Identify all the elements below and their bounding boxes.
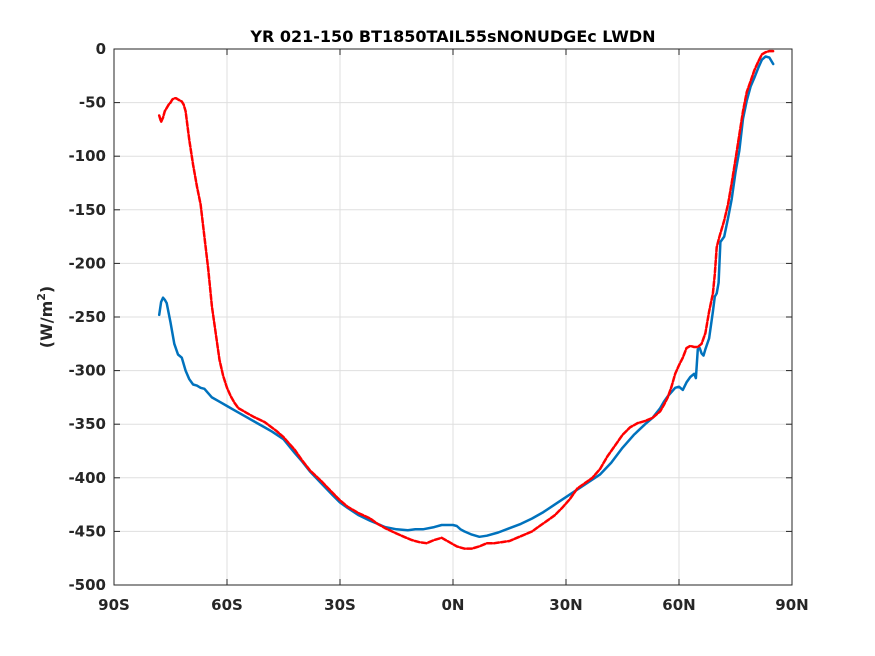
y-axis-label-close: ) bbox=[37, 286, 56, 293]
x-tick-label: 30S bbox=[324, 596, 356, 614]
y-axis-label: (W/m2) bbox=[35, 286, 56, 348]
y-axis-label-main: (W/m bbox=[37, 301, 56, 348]
y-tick-label: -150 bbox=[68, 201, 106, 219]
x-tick-label: 60N bbox=[662, 596, 695, 614]
x-tick-labels: 90S 60S 30S 0N 30N 60N 90N bbox=[98, 596, 809, 614]
x-tick-label: 30N bbox=[549, 596, 582, 614]
y-tick-label: -100 bbox=[68, 147, 106, 165]
tick-marks bbox=[113, 48, 793, 586]
y-tick-label: -250 bbox=[68, 308, 106, 326]
chart-title: YR 021-150 BT1850TAIL55sNONUDGEc LWDN bbox=[249, 27, 655, 46]
x-tick-label: 90S bbox=[98, 596, 130, 614]
y-tick-label: -300 bbox=[68, 362, 106, 380]
series-line-2 bbox=[157, 49, 775, 550]
y-tick-label: -200 bbox=[68, 254, 106, 272]
y-tick-label: -400 bbox=[68, 469, 106, 487]
y-tick-label: -350 bbox=[68, 415, 106, 433]
x-tick-label: 90N bbox=[775, 596, 808, 614]
y-axis-label-superscript: 2 bbox=[35, 293, 48, 301]
x-tick-label: 60S bbox=[211, 596, 243, 614]
y-tick-label: -450 bbox=[68, 522, 106, 540]
y-tick-labels: 0 -50 -100 -150 -200 -250 -300 -350 -400 -450 -500 bbox=[68, 40, 106, 594]
y-tick-label: -500 bbox=[68, 576, 106, 594]
y-tick-label: 0 bbox=[96, 40, 106, 58]
y-tick-label: -50 bbox=[79, 94, 106, 112]
series-line-1 bbox=[157, 55, 775, 539]
x-tick-label: 0N bbox=[442, 596, 465, 614]
series-group bbox=[157, 49, 775, 550]
